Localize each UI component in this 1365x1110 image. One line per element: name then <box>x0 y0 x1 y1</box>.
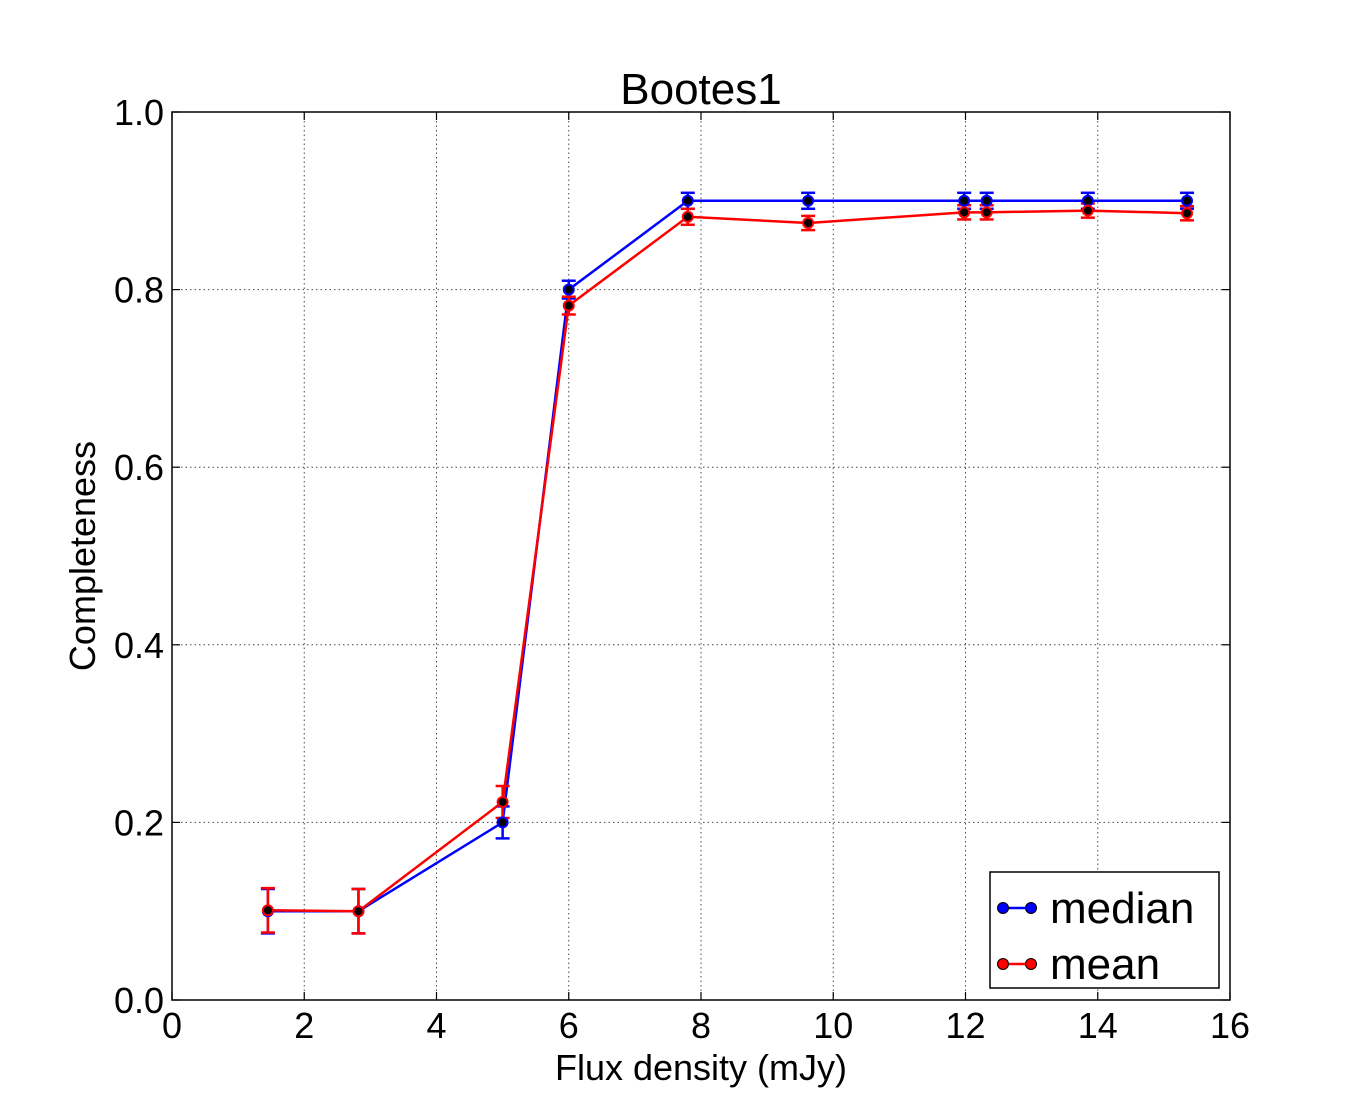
data-point <box>980 206 993 219</box>
x-axis-label: Flux density (mJy) <box>555 1047 847 1088</box>
y-tick-labels: 0.0 0.2 0.4 0.6 0.8 1.0 <box>114 92 164 1021</box>
y-axis-label: Completeness <box>62 441 103 671</box>
y-tick-label: 0.0 <box>114 980 164 1021</box>
chart-title: Bootes1 <box>620 65 781 114</box>
y-tick-label: 0.6 <box>114 447 164 488</box>
series-layer <box>260 191 1195 935</box>
legend: median mean <box>989 871 1220 989</box>
legend-marker <box>1025 958 1037 970</box>
x-tick-label: 4 <box>426 1005 446 1046</box>
data-point <box>980 194 993 207</box>
legend-marker <box>1025 902 1037 914</box>
x-tick-label: 8 <box>691 1005 711 1046</box>
data-point <box>562 283 575 296</box>
series-mean-markers <box>261 204 1194 918</box>
data-point <box>681 194 694 207</box>
data-point <box>1081 204 1094 217</box>
data-point <box>681 210 694 223</box>
data-point <box>1081 194 1094 207</box>
x-tick-label: 16 <box>1210 1005 1250 1046</box>
data-point <box>496 795 509 808</box>
y-tick-label: 0.2 <box>114 802 164 843</box>
data-point <box>562 299 575 312</box>
plot-frame <box>171 111 1231 1001</box>
series-mean <box>260 202 1195 935</box>
legend-entries: median mean <box>997 884 1194 989</box>
data-point <box>1181 194 1194 207</box>
x-tick-label: 2 <box>294 1005 314 1046</box>
tick-marks <box>171 111 1231 1001</box>
x-tick-label: 12 <box>945 1005 985 1046</box>
legend-label: median <box>1050 884 1194 933</box>
data-point <box>261 904 274 917</box>
x-tick-label: 0 <box>162 1005 182 1046</box>
x-tick-labels: 0 2 4 6 8 10 12 14 16 <box>162 1005 1250 1046</box>
legend-entry-mean: mean <box>997 940 1160 989</box>
legend-marker <box>997 958 1009 970</box>
x-tick-label: 10 <box>813 1005 853 1046</box>
y-tick-label: 1.0 <box>114 92 164 133</box>
data-point <box>496 816 509 829</box>
y-tick-label: 0.8 <box>114 270 164 311</box>
y-tick-label: 0.4 <box>114 625 164 666</box>
x-tick-label: 14 <box>1078 1005 1118 1046</box>
legend-marker <box>997 902 1009 914</box>
data-point <box>802 217 815 229</box>
grid <box>172 112 1230 1000</box>
data-point <box>958 206 971 219</box>
data-point <box>958 194 971 207</box>
data-point <box>352 905 365 918</box>
data-point <box>802 194 815 207</box>
series-line <box>267 209 1188 913</box>
legend-label: mean <box>1050 940 1160 989</box>
series-median-markers <box>261 194 1194 918</box>
x-tick-label: 6 <box>559 1005 579 1046</box>
data-point <box>1181 207 1194 220</box>
series-line <box>267 199 1188 913</box>
legend-entry-median: median <box>997 884 1194 933</box>
